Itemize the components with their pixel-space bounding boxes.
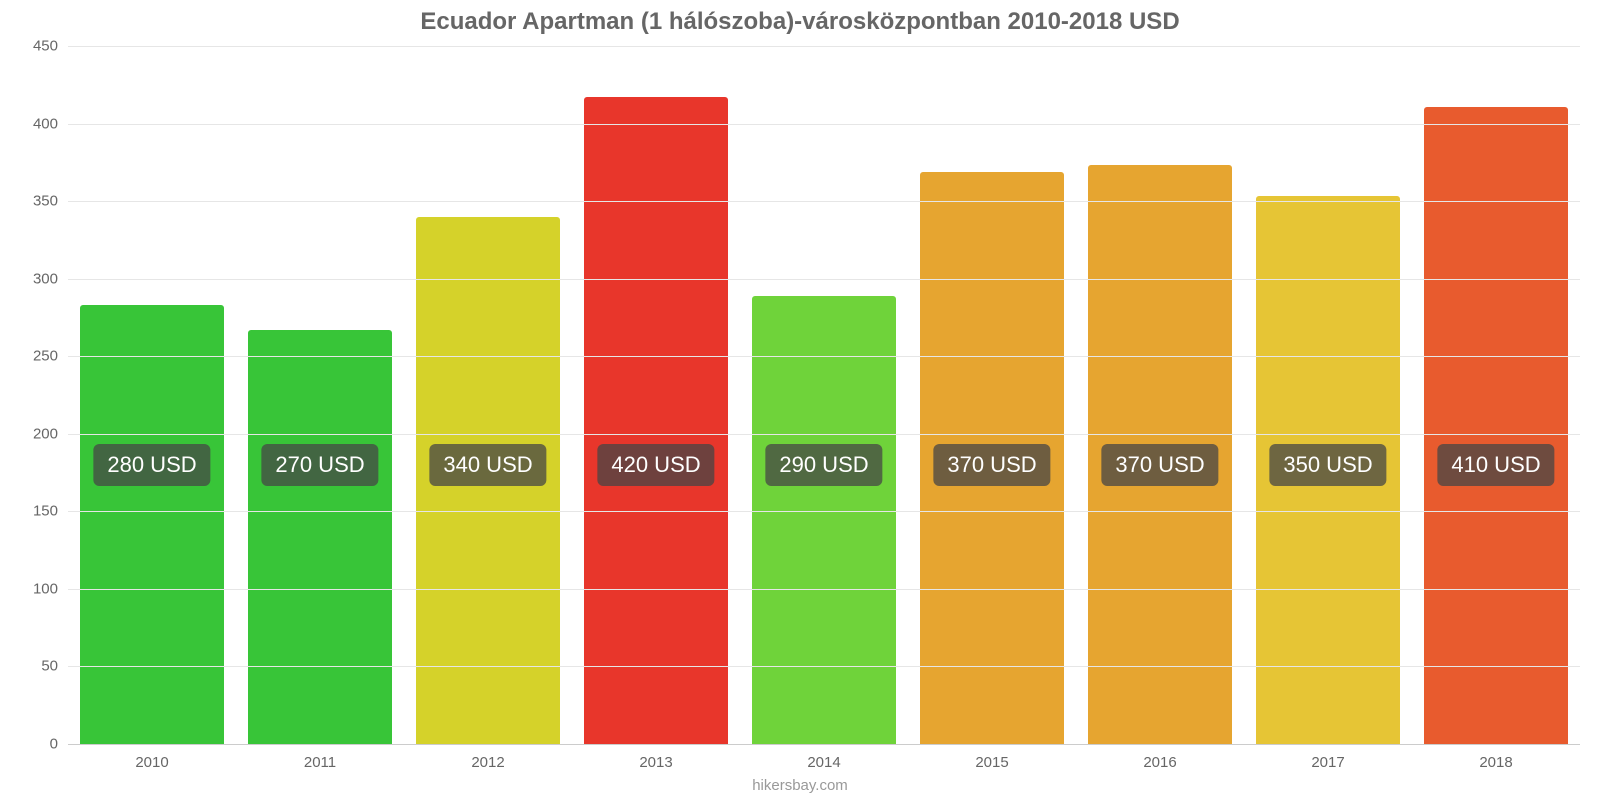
plot-area: 280 USD2010270 USD2011340 USD2012420 USD… bbox=[68, 46, 1580, 744]
y-tick-label: 200 bbox=[33, 425, 68, 442]
grid-line bbox=[68, 46, 1580, 47]
x-tick-label: 2016 bbox=[1143, 744, 1176, 771]
grid-line bbox=[68, 279, 1580, 280]
y-tick-label: 150 bbox=[33, 503, 68, 520]
chart-title: Ecuador Apartman (1 hálószoba)-városközp… bbox=[0, 8, 1600, 36]
y-tick-label: 50 bbox=[41, 658, 68, 675]
bar-slot: 350 USD2017 bbox=[1244, 46, 1412, 744]
x-tick-label: 2010 bbox=[135, 744, 168, 771]
y-tick-label: 250 bbox=[33, 348, 68, 365]
bar-value-label: 280 USD bbox=[93, 444, 210, 486]
grid-line bbox=[68, 201, 1580, 202]
grid-line bbox=[68, 511, 1580, 512]
footer-credit: hikersbay.com bbox=[0, 777, 1600, 794]
y-tick-label: 0 bbox=[50, 736, 68, 753]
x-tick-label: 2014 bbox=[807, 744, 840, 771]
bar-slot: 340 USD2012 bbox=[404, 46, 572, 744]
bar-slot: 370 USD2015 bbox=[908, 46, 1076, 744]
y-tick-label: 400 bbox=[33, 115, 68, 132]
grid-line bbox=[68, 589, 1580, 590]
bars-row: 280 USD2010270 USD2011340 USD2012420 USD… bbox=[68, 46, 1580, 744]
bar-value-label: 370 USD bbox=[933, 444, 1050, 486]
x-tick-label: 2013 bbox=[639, 744, 672, 771]
x-tick-label: 2011 bbox=[304, 744, 336, 771]
bar: 270 USD bbox=[248, 330, 392, 744]
bar-value-label: 270 USD bbox=[261, 444, 378, 486]
bar: 370 USD bbox=[1088, 165, 1232, 744]
bar-value-label: 290 USD bbox=[765, 444, 882, 486]
x-tick-label: 2018 bbox=[1479, 744, 1512, 771]
bar-value-label: 370 USD bbox=[1101, 444, 1218, 486]
grid-line bbox=[68, 124, 1580, 125]
y-tick-label: 300 bbox=[33, 270, 68, 287]
x-tick-label: 2012 bbox=[471, 744, 504, 771]
x-tick-label: 2015 bbox=[975, 744, 1008, 771]
bar: 290 USD bbox=[752, 296, 896, 744]
y-tick-label: 100 bbox=[33, 580, 68, 597]
bar-value-label: 410 USD bbox=[1437, 444, 1554, 486]
bar: 370 USD bbox=[920, 172, 1064, 744]
x-tick-label: 2017 bbox=[1311, 744, 1344, 771]
grid-line bbox=[68, 356, 1580, 357]
bar: 280 USD bbox=[80, 305, 224, 744]
bar-slot: 420 USD2013 bbox=[572, 46, 740, 744]
y-tick-label: 350 bbox=[33, 193, 68, 210]
bar: 340 USD bbox=[416, 217, 560, 744]
bar-value-label: 420 USD bbox=[597, 444, 714, 486]
bar-slot: 280 USD2010 bbox=[68, 46, 236, 744]
y-tick-label: 450 bbox=[33, 38, 68, 55]
bar-slot: 270 USD2011 bbox=[236, 46, 404, 744]
baseline bbox=[68, 744, 1580, 745]
bar-value-label: 350 USD bbox=[1269, 444, 1386, 486]
bar: 420 USD bbox=[584, 97, 728, 744]
bar: 410 USD bbox=[1424, 107, 1568, 745]
bar-slot: 370 USD2016 bbox=[1076, 46, 1244, 744]
bar-value-label: 340 USD bbox=[429, 444, 546, 486]
grid-line bbox=[68, 666, 1580, 667]
grid-line bbox=[68, 434, 1580, 435]
bar-slot: 290 USD2014 bbox=[740, 46, 908, 744]
chart-container: Ecuador Apartman (1 hálószoba)-városközp… bbox=[0, 0, 1600, 800]
bar-slot: 410 USD2018 bbox=[1412, 46, 1580, 744]
